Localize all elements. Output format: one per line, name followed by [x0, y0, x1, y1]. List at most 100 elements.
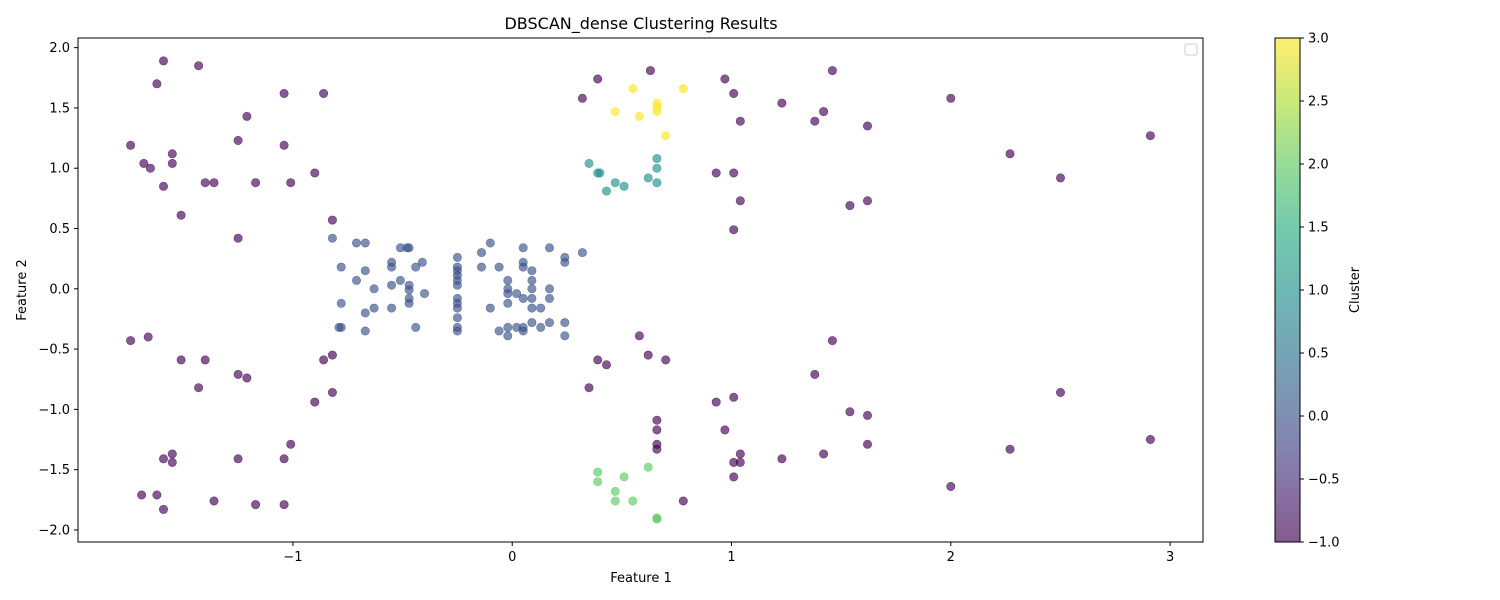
data-point	[634, 111, 644, 121]
data-point	[652, 425, 662, 435]
data-point	[610, 178, 620, 188]
data-point	[810, 116, 820, 126]
data-point	[628, 496, 638, 506]
data-point	[527, 318, 537, 328]
data-point	[810, 369, 820, 379]
data-point	[735, 196, 745, 206]
data-point	[544, 318, 554, 328]
x-axis: −1 0 1 2 3	[283, 542, 1174, 565]
data-point	[242, 111, 252, 121]
data-point	[593, 355, 603, 365]
data-point	[720, 425, 730, 435]
data-point	[485, 238, 495, 248]
data-point	[360, 266, 370, 276]
data-point	[279, 89, 289, 99]
data-point	[233, 369, 243, 379]
data-point	[159, 504, 169, 514]
data-point	[310, 168, 320, 178]
y-tick-label: −2.0	[38, 523, 70, 538]
data-point	[1005, 444, 1015, 454]
data-point	[319, 89, 329, 99]
data-point	[827, 66, 837, 76]
data-point	[661, 131, 671, 141]
data-point	[643, 173, 653, 183]
y-tick-label: 1.0	[49, 162, 70, 177]
y-tick-label: 2.0	[49, 41, 70, 56]
data-point	[137, 490, 147, 500]
data-point	[661, 355, 671, 365]
data-point	[729, 168, 739, 178]
data-point	[159, 56, 169, 66]
data-point	[503, 322, 513, 332]
points-layer	[126, 56, 1155, 524]
data-point	[652, 513, 662, 523]
data-point	[452, 280, 462, 290]
x-tick-label: 0	[508, 550, 516, 565]
data-point	[251, 178, 261, 188]
data-point	[395, 275, 405, 285]
data-point	[126, 336, 136, 346]
x-tick-label: 3	[1166, 550, 1174, 565]
data-point	[652, 163, 662, 173]
data-point	[544, 284, 554, 294]
data-point	[729, 225, 739, 235]
data-point	[527, 293, 537, 303]
data-point	[503, 298, 513, 308]
data-point	[652, 154, 662, 164]
data-point	[351, 238, 361, 248]
data-point	[593, 74, 603, 84]
legend-box	[1184, 43, 1198, 56]
data-point	[279, 500, 289, 510]
data-point	[827, 336, 837, 346]
data-point	[176, 210, 186, 220]
data-point	[1145, 434, 1155, 444]
data-point	[601, 360, 611, 370]
colorbar-tick-label: 0.5	[1308, 347, 1329, 362]
data-point	[652, 444, 662, 454]
y-tick-label: 0.0	[49, 282, 70, 297]
data-point	[845, 407, 855, 417]
data-point	[194, 61, 204, 71]
data-point	[819, 107, 829, 117]
data-point	[628, 84, 638, 94]
data-point	[845, 201, 855, 211]
data-point	[536, 322, 546, 332]
data-point	[476, 248, 486, 258]
data-point	[176, 355, 186, 365]
data-point	[619, 472, 629, 482]
colorbar-tick-label: 1.5	[1308, 221, 1329, 236]
data-point	[560, 331, 570, 341]
data-point	[527, 266, 537, 276]
data-point	[1056, 173, 1066, 183]
data-point	[334, 322, 344, 332]
data-point	[711, 397, 721, 407]
data-point	[503, 289, 513, 299]
data-point	[452, 303, 462, 313]
data-point	[1145, 131, 1155, 141]
data-point	[862, 121, 872, 131]
data-point	[167, 449, 177, 459]
data-point	[595, 168, 605, 178]
data-point	[577, 248, 587, 258]
data-point	[167, 158, 177, 168]
colorbar-label: Cluster	[1348, 266, 1363, 313]
y-axis: −2.0 −1.5 −1.0 −0.5 0.0 0.5 1.0 1.5 2.0	[38, 41, 78, 538]
data-point	[327, 387, 337, 397]
data-point	[387, 280, 397, 290]
data-point	[494, 262, 504, 272]
data-point	[777, 454, 787, 464]
data-point	[610, 486, 620, 496]
data-point	[411, 262, 421, 272]
data-point	[152, 79, 162, 89]
data-point	[194, 383, 204, 393]
colorbar-tick-label: −1.0	[1308, 536, 1340, 551]
data-point	[544, 243, 554, 253]
data-point	[387, 262, 397, 272]
data-point	[503, 331, 513, 341]
colorbar-tick-label: 2.0	[1308, 158, 1329, 173]
data-point	[402, 243, 412, 253]
x-tick-label: −1	[283, 550, 302, 565]
data-point	[200, 355, 210, 365]
colorbar-tick-label: −0.5	[1308, 473, 1340, 488]
data-point	[369, 303, 379, 313]
